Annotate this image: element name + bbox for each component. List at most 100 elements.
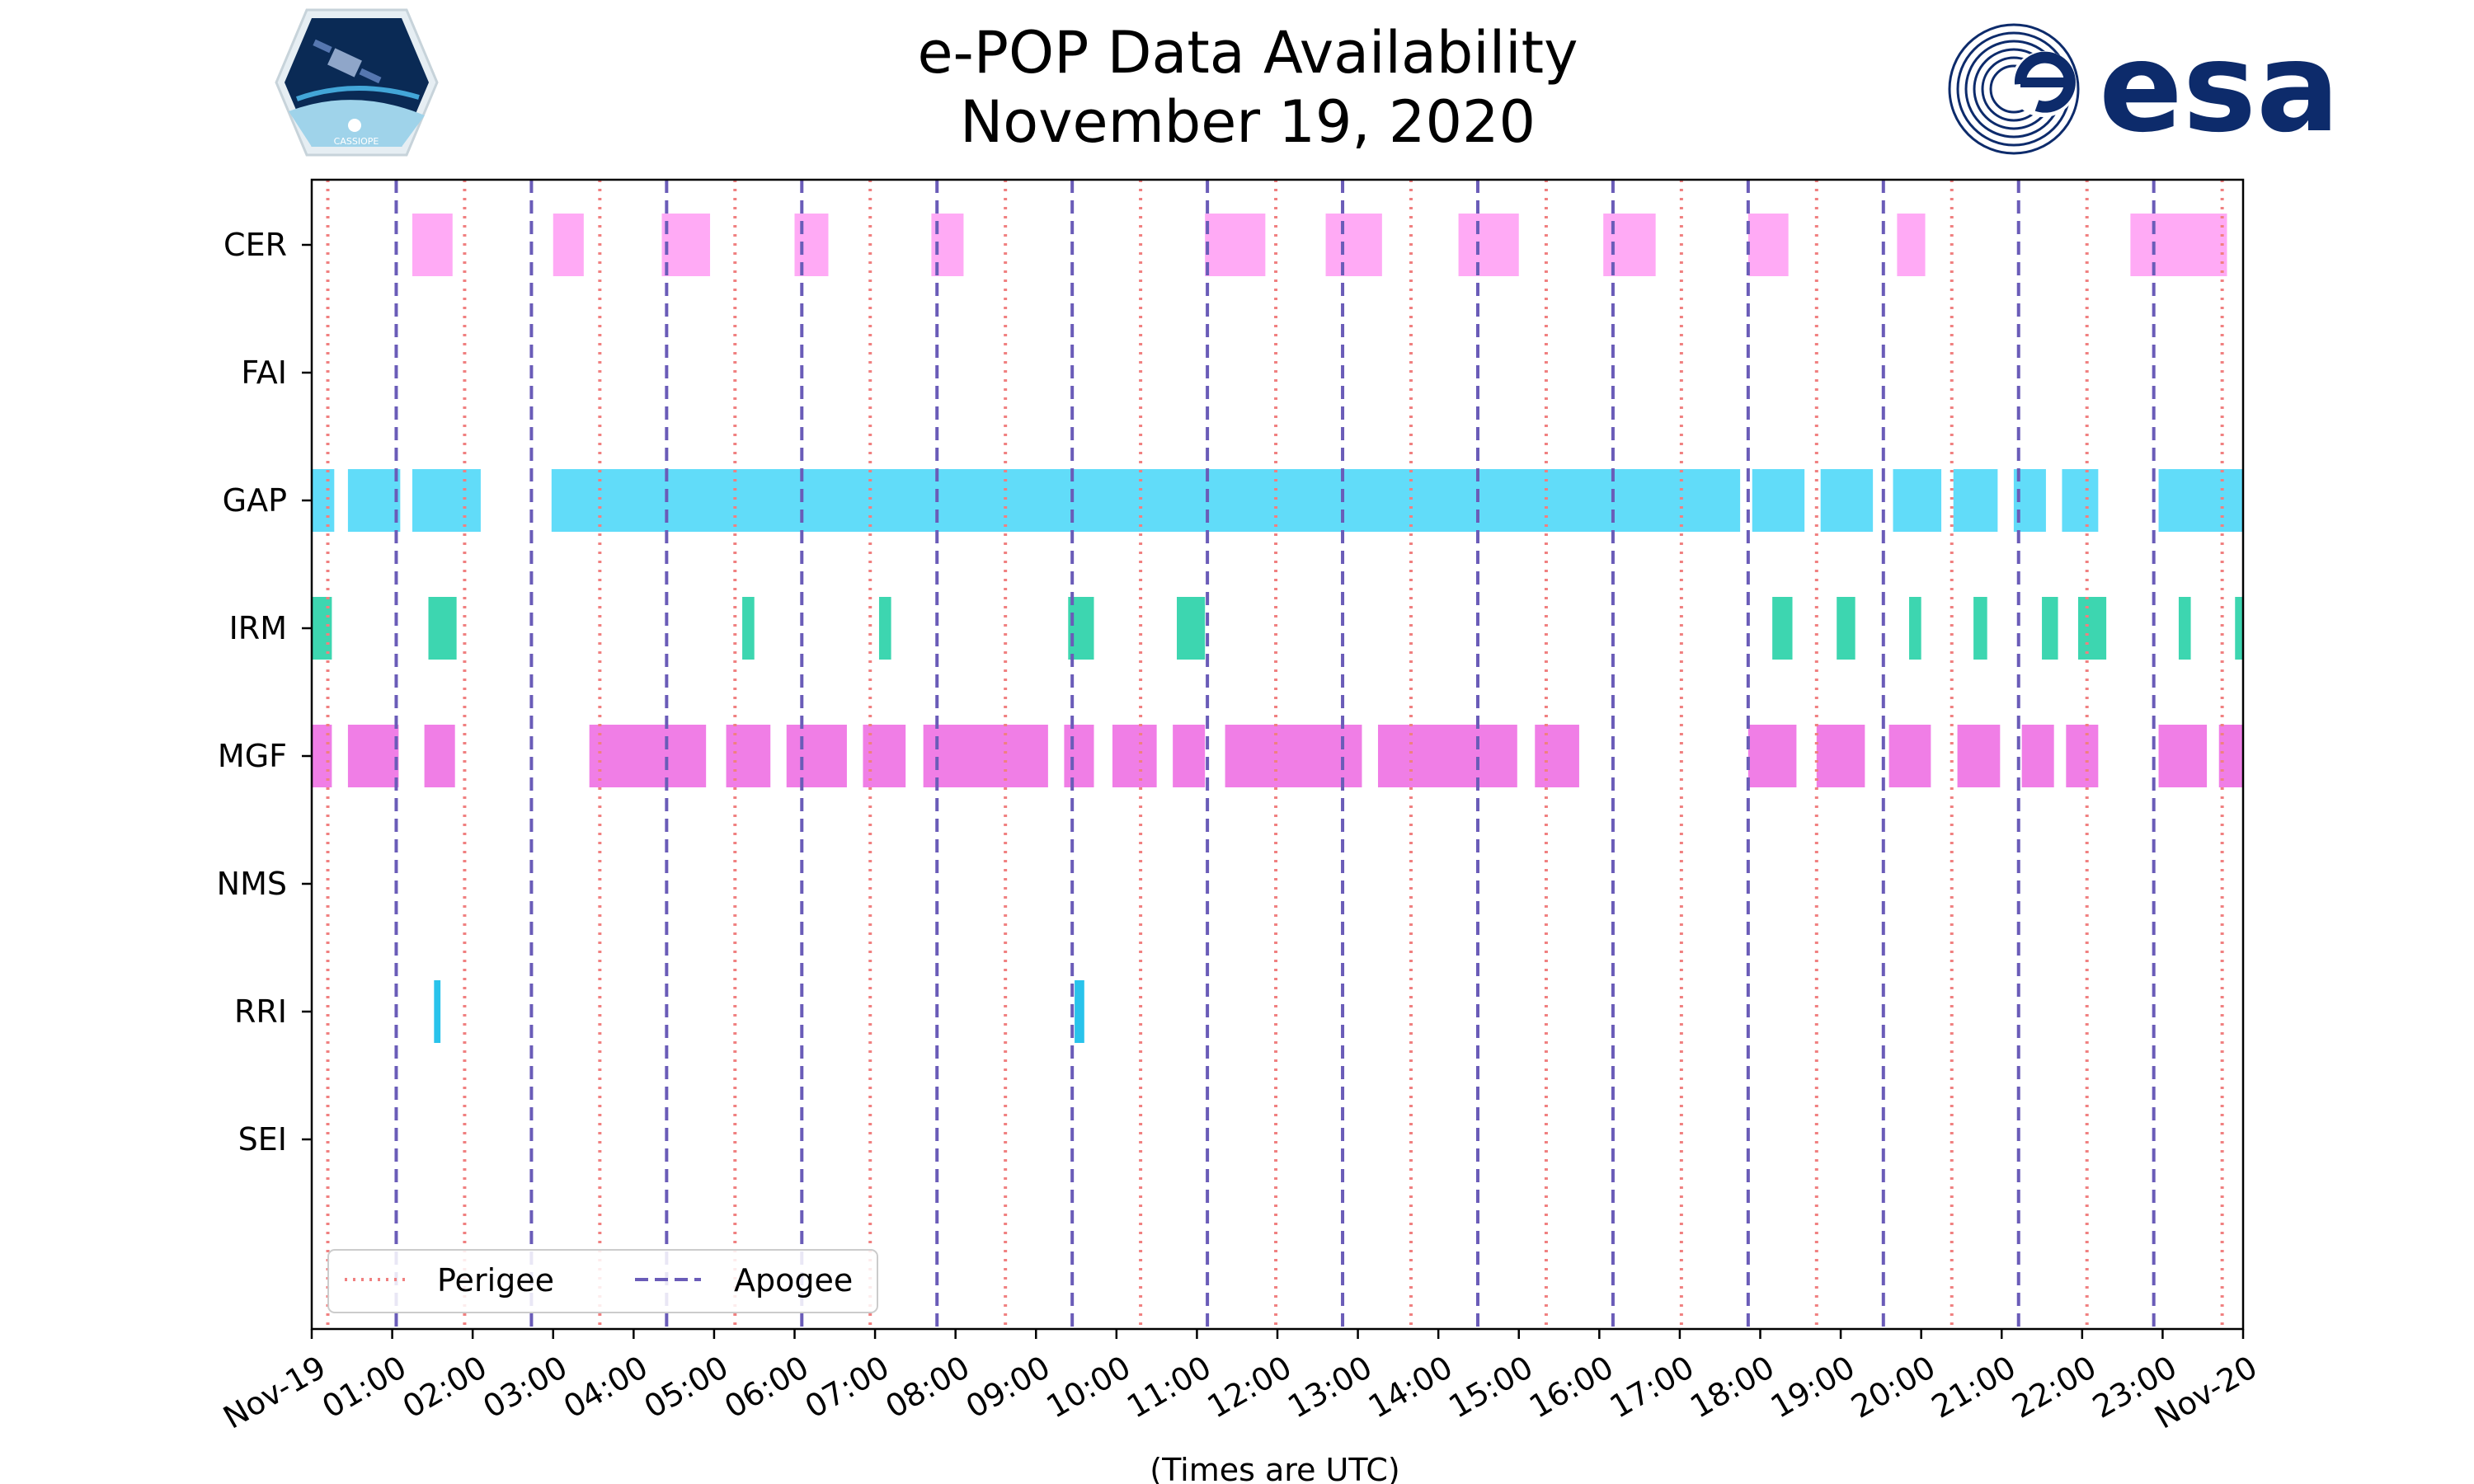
x-tick-label-11: 11:00 (1121, 1349, 1217, 1425)
bar-cer-6 (1325, 214, 1382, 276)
bar-irm-6 (1772, 597, 1793, 660)
y-tick-label-rri: RRI (234, 993, 287, 1030)
bar-gap-9 (2062, 469, 2099, 532)
x-tick-label-16: 16:00 (1523, 1349, 1620, 1425)
x-tick-label-4: 04:00 (557, 1349, 654, 1425)
bar-rri-1 (1075, 980, 1084, 1043)
x-tick-label-3: 03:00 (477, 1349, 573, 1425)
x-tick-label-9: 09:00 (960, 1349, 1056, 1425)
bar-mgf-10 (1173, 725, 1206, 787)
esa-wordmark: esa (2099, 16, 2340, 160)
x-tick-label-0: Nov-19 (217, 1349, 332, 1436)
bar-irm-8 (1909, 597, 1921, 660)
chart-subtitle: November 19, 2020 (960, 88, 1536, 156)
bar-irm-11 (2077, 597, 2107, 660)
bar-mgf-3 (589, 725, 707, 787)
bar-irm-13 (2235, 597, 2243, 660)
bar-mgf-13 (1535, 725, 1579, 787)
bar-mgf-20 (2158, 725, 2208, 787)
bar-irm-2 (742, 597, 755, 660)
y-tick-label-sei: SEI (238, 1121, 287, 1158)
bar-mgf-11 (1225, 725, 1362, 787)
x-tick-label-20: 20:00 (1845, 1349, 1941, 1425)
bar-irm-5 (1177, 597, 1206, 660)
esa-logo: esa (1948, 16, 2340, 160)
bar-irm-12 (2178, 597, 2191, 660)
x-tick-label-22: 22:00 (2006, 1349, 2102, 1425)
bar-gap-3 (551, 469, 1741, 532)
y-tick-label-nms: NMS (217, 866, 287, 902)
bar-cer-7 (1458, 214, 1519, 276)
bar-mgf-17 (1957, 725, 2001, 787)
y-tick-label-cer: CER (223, 227, 287, 263)
x-axis: Nov-1901:0002:0003:0004:0005:0006:0007:0… (217, 1329, 2264, 1436)
bar-cer-2 (661, 214, 711, 276)
bar-cer-8 (1603, 214, 1656, 276)
bar-mgf-4 (726, 725, 771, 787)
x-tick-label-14: 14:00 (1362, 1349, 1459, 1425)
x-tick-label-7: 07:00 (799, 1349, 896, 1425)
bar-irm-4 (1068, 597, 1094, 660)
bar-irm-10 (2042, 597, 2058, 660)
bar-mgf-7 (923, 725, 1048, 787)
y-tick-label-irm: IRM (229, 610, 287, 646)
bar-cer-1 (553, 214, 584, 276)
bar-irm-3 (878, 597, 891, 660)
bar-cer-11 (2130, 214, 2227, 276)
bar-gap-0 (312, 469, 335, 532)
x-tick-label-13: 13:00 (1282, 1349, 1378, 1425)
x-tick-label-1: 01:00 (316, 1349, 412, 1425)
bar-cer-10 (1897, 214, 1926, 276)
bar-gap-2 (412, 469, 481, 532)
x-tick-label-8: 08:00 (879, 1349, 976, 1425)
x-tick-label-2: 02:00 (397, 1349, 493, 1425)
y-tick-label-gap: GAP (223, 482, 287, 519)
bar-rri-0 (434, 980, 441, 1043)
y-tick-label-mgf: MGF (218, 738, 287, 774)
x-tick-label-21: 21:00 (1926, 1349, 2022, 1425)
chart-title: e-POP Data Availability (917, 19, 1578, 87)
bar-mgf-19 (2066, 725, 2099, 787)
bar-cer-5 (1205, 214, 1266, 276)
bar-cer-0 (412, 214, 453, 276)
bar-mgf-12 (1377, 725, 1517, 787)
bar-mgf-5 (786, 725, 847, 787)
bar-gap-7 (1953, 469, 1998, 532)
x-tick-label-15: 15:00 (1442, 1349, 1539, 1425)
bar-gap-5 (1820, 469, 1874, 532)
y-axis: CER FAI GAP IRM MGF NMS RRI SEI (217, 227, 312, 1158)
x-tick-label-12: 12:00 (1202, 1349, 1298, 1425)
bar-mgf-15 (1816, 725, 1865, 787)
bar-cer-9 (1747, 214, 1789, 276)
x-tick-label-18: 18:00 (1684, 1349, 1780, 1425)
bar-mgf-2 (424, 725, 455, 787)
cassiope-logo: CASSIOPE (275, 8, 439, 157)
legend-perigee-label: Perigee (437, 1262, 554, 1298)
bar-cer-3 (794, 214, 829, 276)
x-tick-label-10: 10:00 (1040, 1349, 1136, 1425)
x-tick-label-6: 06:00 (718, 1349, 815, 1425)
x-tick-label-17: 17:00 (1604, 1349, 1700, 1425)
esa-emblem-icon (1948, 23, 2080, 155)
bar-irm-1 (428, 597, 457, 660)
bar-mgf-14 (1747, 725, 1797, 787)
cassiope-logo-text: CASSIOPE (334, 136, 379, 147)
bar-mgf-9 (1112, 725, 1157, 787)
x-axis-label: (Times are UTC) (1150, 1452, 1399, 1484)
bar-mgf-18 (2021, 725, 2054, 787)
bar-mgf-8 (1064, 725, 1094, 787)
legend: Perigee Apogee (327, 1249, 878, 1313)
bar-gap-4 (1752, 469, 1805, 532)
legend-apogee-label: Apogee (734, 1262, 853, 1298)
bar-irm-7 (1837, 597, 1856, 660)
x-tick-label-5: 05:00 (638, 1349, 735, 1425)
bar-gap-6 (1893, 469, 1942, 532)
bar-gap-10 (2158, 469, 2243, 532)
bar-mgf-16 (1888, 725, 1931, 787)
bar-irm-9 (1973, 597, 1987, 660)
bar-mgf-1 (347, 725, 399, 787)
x-tick-label-19: 19:00 (1765, 1349, 1861, 1425)
orbit-lines (326, 180, 2224, 1329)
availability-bars (312, 214, 2243, 1043)
